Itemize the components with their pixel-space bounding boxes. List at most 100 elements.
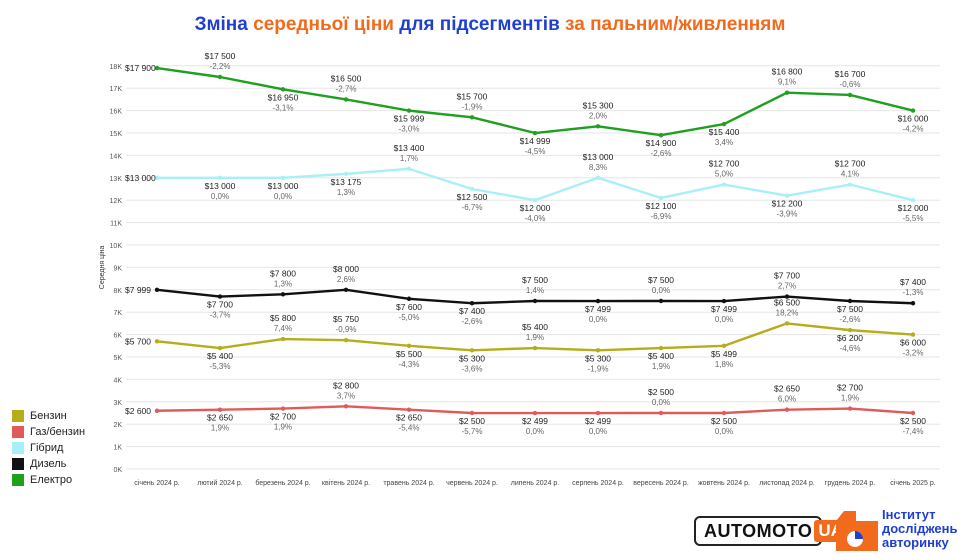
data-point bbox=[910, 410, 916, 416]
data-label: $7 400 bbox=[900, 277, 926, 287]
data-label: $2 499 bbox=[522, 416, 548, 426]
data-point bbox=[721, 410, 727, 416]
change-label: 2,0% bbox=[589, 111, 607, 120]
data-label: $7 700 bbox=[207, 300, 233, 310]
data-label: $2 600 bbox=[125, 406, 151, 416]
data-point bbox=[721, 343, 727, 349]
x-tick-label: липень 2024 р. bbox=[511, 480, 560, 487]
data-point bbox=[532, 410, 538, 416]
data-point bbox=[658, 410, 664, 416]
change-label: 9,1% bbox=[778, 78, 796, 87]
data-point bbox=[784, 407, 790, 412]
y-tick-label: 11K bbox=[110, 221, 122, 228]
y-tick-label: 9K bbox=[113, 265, 122, 272]
change-label: -6,7% bbox=[462, 203, 483, 212]
change-label: 3,4% bbox=[715, 138, 733, 147]
data-point bbox=[658, 195, 664, 201]
data-label: $5 499 bbox=[711, 349, 737, 359]
legend-swatch bbox=[12, 441, 24, 454]
data-label: $13 000 bbox=[205, 181, 236, 191]
data-label: $2 650 bbox=[207, 413, 233, 423]
change-label: -5,3% bbox=[210, 362, 231, 371]
legend-label: Гібрид bbox=[30, 441, 64, 454]
change-label: -4,5% bbox=[525, 147, 546, 156]
data-point bbox=[154, 175, 160, 180]
legend-label: Дизель bbox=[30, 457, 67, 470]
x-tick-label: червень 2024 р. bbox=[446, 480, 498, 487]
data-label: $12 700 bbox=[835, 159, 866, 169]
data-label: $5 800 bbox=[270, 313, 296, 323]
change-label: 1,8% bbox=[715, 360, 733, 369]
y-tick-label: 12K bbox=[110, 198, 123, 205]
data-label: $17 900 bbox=[125, 63, 156, 73]
x-tick-label: листопад 2024 р. bbox=[759, 480, 815, 487]
data-label: $12 500 bbox=[457, 192, 488, 202]
data-label: $13 000 bbox=[268, 181, 299, 191]
data-label: $8 000 bbox=[333, 264, 359, 274]
data-label: $5 400 bbox=[522, 322, 548, 332]
change-label: 3,7% bbox=[337, 391, 355, 400]
legend-item: Бензин bbox=[12, 408, 85, 423]
institute-line: досліджень bbox=[882, 521, 958, 536]
change-label: 1,3% bbox=[337, 188, 355, 197]
data-label: $2 650 bbox=[774, 384, 800, 394]
data-label: $5 400 bbox=[648, 351, 674, 361]
data-point bbox=[910, 198, 916, 203]
title-part: Зміна bbox=[194, 14, 254, 35]
data-label: $5 300 bbox=[459, 353, 485, 363]
change-label: 8,3% bbox=[589, 163, 607, 172]
y-tick-label: 0K bbox=[113, 467, 122, 474]
x-tick-label: квітень 2024 р. bbox=[322, 479, 370, 487]
y-tick-label: 16K bbox=[110, 109, 123, 116]
data-label: $5 500 bbox=[396, 349, 422, 359]
data-point bbox=[595, 175, 601, 180]
data-point bbox=[343, 171, 349, 177]
data-label: $5 750 bbox=[333, 314, 359, 324]
data-label: $13 400 bbox=[394, 143, 425, 153]
y-tick-label: 1K bbox=[113, 445, 122, 452]
change-label: -2,2% bbox=[210, 62, 231, 71]
data-point bbox=[658, 133, 664, 138]
y-axis-label: Середня ціна bbox=[98, 246, 106, 290]
data-label: $13 000 bbox=[125, 173, 156, 183]
change-label: 0,0% bbox=[715, 315, 733, 324]
automoto-logo: AUTOMOTO UA bbox=[694, 516, 847, 546]
chart-title: Зміна середньої ціни для підсегментів за… bbox=[0, 14, 980, 36]
data-point bbox=[217, 407, 223, 412]
data-point bbox=[784, 294, 790, 299]
data-label: $15 300 bbox=[583, 100, 614, 110]
data-label: $2 650 bbox=[396, 413, 422, 423]
data-label: $14 900 bbox=[646, 138, 677, 148]
change-label: -4,0% bbox=[525, 214, 546, 223]
data-point bbox=[595, 410, 601, 416]
x-tick-label: жовтень 2024 р. bbox=[698, 480, 750, 487]
change-label: 5,0% bbox=[715, 170, 733, 179]
automoto-logo-text: AUTOMOTO bbox=[704, 520, 813, 541]
data-label: $16 700 bbox=[835, 69, 866, 79]
data-point bbox=[532, 298, 538, 304]
change-label: -1,9% bbox=[462, 102, 483, 111]
institute-logo: Інститут досліджень авторинку bbox=[834, 503, 974, 553]
data-point bbox=[280, 406, 286, 411]
data-point bbox=[721, 121, 727, 127]
data-point bbox=[343, 97, 349, 102]
change-label: -3,0% bbox=[399, 125, 420, 134]
data-label: $7 500 bbox=[648, 275, 674, 285]
data-label: $2 500 bbox=[900, 416, 926, 426]
data-label: $12 000 bbox=[898, 203, 929, 213]
x-tick-label: вересень 2024 р. bbox=[633, 480, 689, 487]
legend-swatch bbox=[12, 473, 24, 486]
title-part: за пальним/живленням bbox=[565, 14, 786, 35]
data-point bbox=[280, 336, 286, 342]
data-label: $2 700 bbox=[270, 412, 296, 422]
change-label: 18,2% bbox=[776, 308, 799, 317]
change-label: -5,7% bbox=[462, 427, 483, 436]
data-point bbox=[658, 345, 664, 351]
change-label: 2,7% bbox=[778, 282, 796, 291]
change-label: -3,7% bbox=[210, 311, 231, 320]
legend-label: Електро bbox=[30, 473, 73, 486]
data-label: $7 400 bbox=[459, 306, 485, 316]
data-label: $7 600 bbox=[396, 302, 422, 312]
data-point bbox=[847, 327, 853, 333]
data-point bbox=[721, 182, 727, 187]
